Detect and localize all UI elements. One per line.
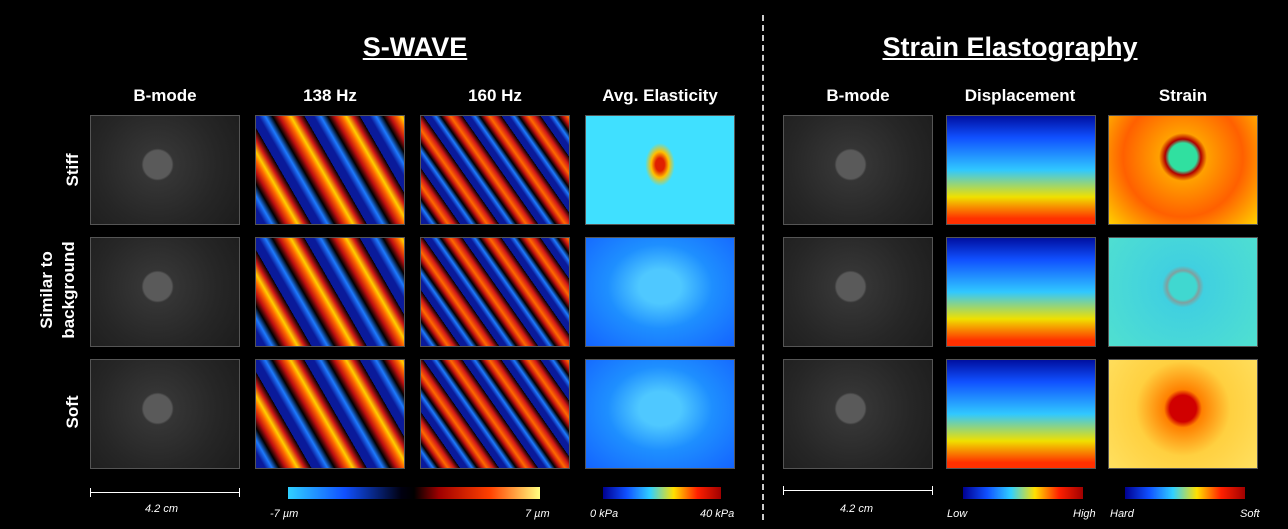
scale-label: 4.2 cm bbox=[840, 503, 873, 515]
image-panel bbox=[90, 237, 240, 347]
scale-bar bbox=[783, 490, 933, 491]
colorbar-label: 7 µm bbox=[525, 508, 550, 520]
image-panel bbox=[1108, 115, 1258, 225]
row-label: Similar to background bbox=[36, 230, 80, 350]
image-panel bbox=[255, 237, 405, 347]
image-panel bbox=[420, 115, 570, 225]
image-panel bbox=[90, 359, 240, 469]
colorbar bbox=[288, 487, 540, 499]
image-panel bbox=[585, 359, 735, 469]
image-panel bbox=[946, 237, 1096, 347]
colorbar bbox=[603, 487, 721, 499]
image-panel bbox=[1108, 359, 1258, 469]
colorbar-label: 0 kPa bbox=[590, 508, 618, 520]
column-header: Avg. Elasticity bbox=[602, 86, 718, 106]
section-title: S-WAVE bbox=[363, 32, 468, 63]
column-header: Displacement bbox=[965, 86, 1076, 106]
image-panel bbox=[420, 237, 570, 347]
scale-label: 4.2 cm bbox=[145, 503, 178, 515]
colorbar-label: High bbox=[1073, 508, 1096, 520]
image-panel bbox=[255, 359, 405, 469]
column-header: B-mode bbox=[826, 86, 889, 106]
image-panel bbox=[783, 115, 933, 225]
colorbar bbox=[963, 487, 1083, 499]
column-header: 160 Hz bbox=[468, 86, 522, 106]
colorbar-label: 40 kPa bbox=[700, 508, 734, 520]
scale-bar bbox=[90, 492, 240, 493]
image-panel bbox=[585, 237, 735, 347]
column-header: B-mode bbox=[133, 86, 196, 106]
colorbar bbox=[1125, 487, 1245, 499]
image-panel bbox=[783, 237, 933, 347]
column-header: 138 Hz bbox=[303, 86, 357, 106]
image-panel bbox=[783, 359, 933, 469]
image-panel bbox=[1108, 237, 1258, 347]
divider bbox=[762, 15, 764, 520]
image-panel bbox=[946, 115, 1096, 225]
colorbar-label: -7 µm bbox=[270, 508, 298, 520]
image-panel bbox=[946, 359, 1096, 469]
image-panel bbox=[255, 115, 405, 225]
colorbar-label: Hard bbox=[1110, 508, 1134, 520]
figure: S-WAVE Strain Elastography B-mode 138 Hz… bbox=[0, 0, 1288, 529]
column-header: Strain bbox=[1159, 86, 1207, 106]
colorbar-label: Low bbox=[947, 508, 967, 520]
image-panel bbox=[420, 359, 570, 469]
section-title: Strain Elastography bbox=[882, 32, 1137, 63]
image-panel bbox=[585, 115, 735, 225]
row-label: Stiff bbox=[62, 153, 84, 186]
image-panel bbox=[90, 115, 240, 225]
colorbar-label: Soft bbox=[1240, 508, 1260, 520]
row-label: Soft bbox=[62, 395, 84, 428]
